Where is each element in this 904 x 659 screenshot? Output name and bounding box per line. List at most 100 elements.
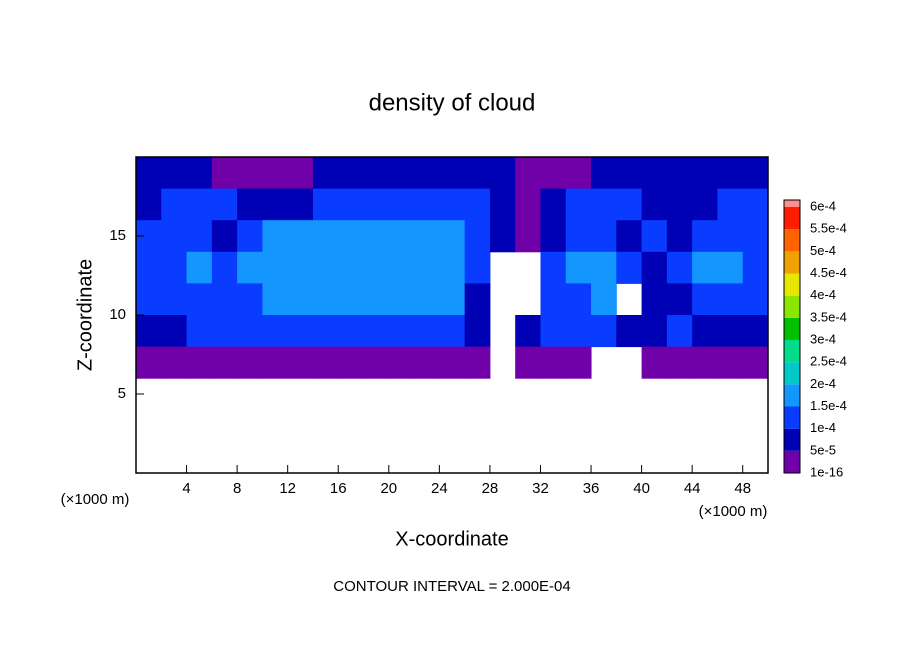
cell: [237, 315, 263, 348]
cell: [262, 188, 289, 221]
cell: [565, 251, 592, 284]
cell: [186, 283, 213, 316]
cell: [464, 251, 491, 284]
cell: [489, 220, 516, 253]
cell: [692, 346, 718, 379]
cell: [414, 251, 440, 284]
cell: [338, 251, 365, 284]
cell: [616, 315, 643, 348]
cell: [591, 251, 617, 284]
colorbar-band: [784, 450, 800, 473]
cell: [641, 251, 668, 284]
cell: [439, 346, 466, 379]
cell: [211, 251, 238, 284]
cell: [237, 157, 263, 190]
cell: [211, 157, 238, 190]
cell: [616, 251, 643, 284]
cell: [565, 283, 592, 316]
x-tick-label: 40: [633, 480, 650, 497]
cell: [717, 283, 744, 316]
cell: [591, 283, 617, 316]
cell: [464, 220, 491, 253]
cell: [312, 188, 339, 221]
cell: [338, 283, 365, 316]
x-axis-label: X-coordinate: [395, 528, 508, 550]
cell: [287, 346, 314, 379]
cell: [641, 220, 668, 253]
colorbar-label: 4.5e-4: [810, 265, 847, 280]
colorbar-label: 4e-4: [810, 287, 836, 302]
colorbar-label: 6e-4: [810, 198, 836, 213]
cell: [591, 315, 617, 348]
cell: [363, 283, 390, 316]
cell: [338, 220, 365, 253]
cell: [414, 157, 440, 190]
cell: [161, 188, 188, 221]
cell: [237, 283, 263, 316]
cell: [666, 283, 693, 316]
cell: [641, 315, 668, 348]
cell: [591, 157, 617, 190]
cell: [237, 188, 263, 221]
colorbar-band: [784, 251, 800, 274]
cell: [540, 157, 567, 190]
cell: [565, 188, 592, 221]
cell: [186, 315, 213, 348]
cell: [540, 220, 567, 253]
colorbar-band: [784, 428, 800, 451]
cell: [414, 188, 440, 221]
cell: [262, 220, 289, 253]
cell: [363, 220, 390, 253]
cell: [717, 220, 744, 253]
cell: [262, 346, 289, 379]
cell: [515, 157, 541, 190]
x-tick-label: 16: [330, 480, 347, 497]
cell: [515, 220, 541, 253]
cell: [312, 346, 339, 379]
cell: [161, 346, 188, 379]
cell: [540, 315, 567, 348]
cell: [717, 346, 744, 379]
cell: [717, 315, 744, 348]
cell: [515, 346, 541, 379]
cell: [666, 188, 693, 221]
cell: [312, 315, 339, 348]
cell: [363, 346, 390, 379]
cell: [186, 157, 213, 190]
cell: [262, 315, 289, 348]
cell: [136, 315, 162, 348]
colorbar-band: [784, 273, 800, 296]
cell: [641, 346, 668, 379]
cell: [186, 251, 213, 284]
cell: [388, 283, 415, 316]
cell: [211, 346, 238, 379]
cell: [666, 315, 693, 348]
cell: [161, 220, 188, 253]
cell: [262, 283, 289, 316]
cell: [211, 220, 238, 253]
colorbar-band: [784, 340, 800, 363]
annotation: CONTOUR INTERVAL = 2.000E-04: [333, 578, 570, 595]
cell: [692, 188, 718, 221]
colorbar-band: [784, 229, 800, 252]
cell: [287, 157, 314, 190]
cell: [692, 315, 718, 348]
cell: [161, 315, 188, 348]
cell: [338, 315, 365, 348]
cell: [338, 346, 365, 379]
cell: [388, 220, 415, 253]
colorbar-label: 2e-4: [810, 376, 836, 391]
cell: [742, 157, 769, 190]
y-unit-label: (×1000 m): [61, 491, 130, 508]
colorbar-label: 5e-5: [810, 442, 836, 457]
cell: [161, 157, 188, 190]
cell: [742, 251, 769, 284]
cell: [515, 315, 541, 348]
cell: [439, 283, 466, 316]
cell: [692, 220, 718, 253]
y-axis-label: Z-coordinate: [74, 259, 96, 371]
cell: [692, 157, 718, 190]
cell: [439, 188, 466, 221]
cell: [237, 251, 263, 284]
cell: [565, 220, 592, 253]
